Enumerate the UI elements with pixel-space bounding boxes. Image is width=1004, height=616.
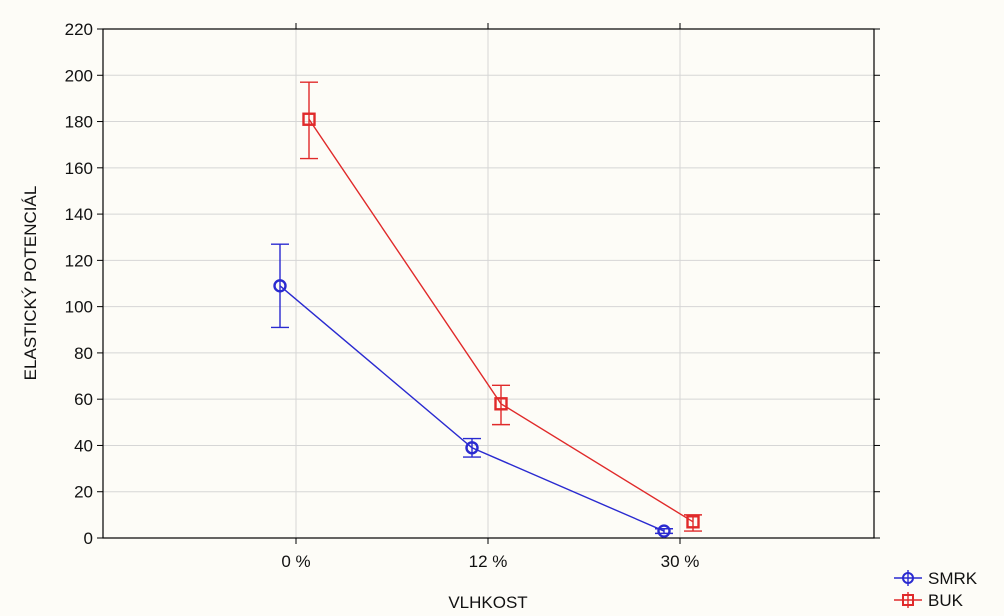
- y-tick-label: 180: [65, 113, 93, 132]
- data-point: [686, 515, 700, 529]
- data-point: [465, 441, 479, 455]
- y-tick-label: 0: [84, 529, 93, 548]
- y-axis-title: ELASTICKÝ POTENCIÁL: [21, 186, 40, 381]
- series-line-smrk: [279, 285, 665, 532]
- grid: [103, 29, 874, 538]
- y-tick-label: 40: [74, 436, 93, 455]
- y-tick-label: 200: [65, 66, 93, 85]
- y-tick-label: 140: [65, 205, 93, 224]
- series-line-buk: [308, 118, 694, 523]
- legend-marker: [902, 594, 914, 606]
- data-point: [657, 524, 671, 538]
- y-tick-label: 220: [65, 20, 93, 39]
- data-point: [494, 397, 508, 411]
- y-tick-label: 120: [65, 251, 93, 270]
- y-tick-label: 160: [65, 159, 93, 178]
- axes: 0 20 40 60 80 100 120 140 160 180 200 220 0 % 12 % 30 …: [65, 20, 880, 571]
- x-tick-label: 30 %: [661, 552, 700, 571]
- x-axis-title: VLHKOST: [448, 593, 527, 612]
- legend-label: SMRK: [928, 569, 978, 588]
- data-point: [273, 279, 287, 293]
- x-tick-label: 0 %: [281, 552, 310, 571]
- data-point: [302, 112, 316, 126]
- series: [271, 81, 702, 538]
- legend: SMRK BUK: [894, 569, 978, 610]
- x-tick-label: 12 %: [469, 552, 508, 571]
- y-tick-label: 60: [74, 390, 93, 409]
- legend-marker: [902, 572, 914, 584]
- y-tick-label: 20: [74, 483, 93, 502]
- y-tick-label: 80: [74, 344, 93, 363]
- legend-label: BUK: [928, 591, 964, 610]
- y-tick-label: 100: [65, 298, 93, 317]
